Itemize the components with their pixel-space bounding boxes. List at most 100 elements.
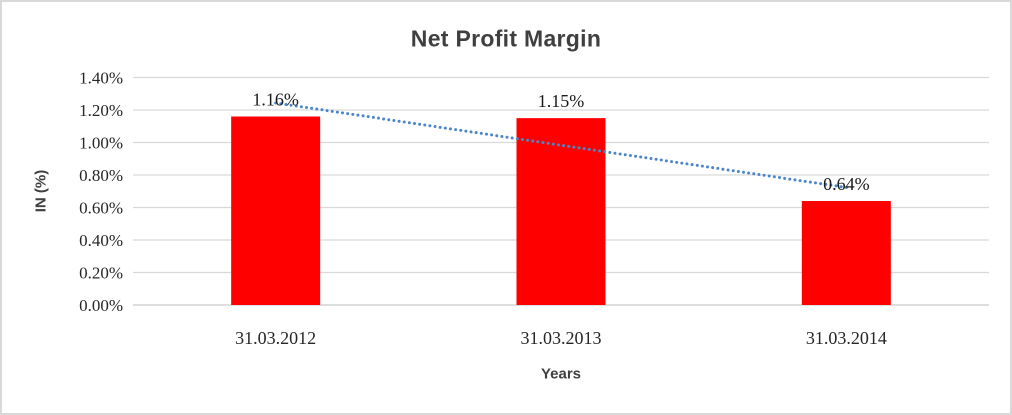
x-tick-label: 31.03.2014: [806, 328, 887, 348]
trendline-dot: [767, 174, 771, 178]
trendline-dot: [484, 132, 488, 136]
trendline-dot: [479, 131, 483, 135]
trendline-dot: [412, 122, 416, 126]
trendline-dot: [680, 161, 684, 165]
trendline-dot: [356, 113, 360, 117]
trendline-dot: [495, 134, 499, 138]
trendline-dot: [392, 118, 396, 122]
trendline-dot: [700, 164, 704, 168]
trendline-dot: [448, 127, 452, 131]
trendline-dot: [551, 142, 555, 146]
trendline-dot: [469, 130, 473, 134]
trendline-dot: [346, 112, 350, 116]
trendline-dot: [592, 148, 596, 152]
trendline-dot: [341, 111, 345, 115]
trendline-dot: [376, 116, 380, 120]
trendline-dot: [464, 129, 468, 133]
trendline-dot: [531, 139, 535, 143]
trendline-dot: [526, 138, 530, 142]
trendline-dot: [274, 101, 278, 105]
trendline-dot: [387, 118, 391, 122]
trendline-dot: [613, 151, 617, 155]
trendline-dot: [500, 134, 504, 138]
x-tick-label: 31.03.2012: [235, 328, 316, 348]
bar: [801, 201, 891, 305]
trendline-dot: [361, 114, 365, 118]
trendline-dot: [747, 171, 751, 175]
trendline-dot: [829, 183, 833, 187]
trendline-dot: [335, 110, 339, 114]
bar-data-label: 1.16%: [252, 90, 299, 110]
trendline-dot: [788, 177, 792, 181]
trendline-dot: [639, 155, 643, 159]
trendline-dot: [819, 182, 823, 186]
trendline-dot: [742, 170, 746, 174]
trendline-dot: [371, 115, 375, 119]
trendline-dot: [510, 136, 514, 140]
trendline-dot: [731, 169, 735, 173]
trendline-dot: [798, 179, 802, 183]
trendline-dot: [659, 158, 663, 162]
trendline-dot: [407, 121, 411, 125]
trendline-dot: [752, 172, 756, 176]
trendline-dot: [757, 173, 761, 177]
trendline-dot: [490, 133, 494, 137]
trendline-dot: [546, 141, 550, 145]
trendline-dot: [618, 152, 622, 156]
trendline-dot: [844, 185, 848, 189]
trendline-dot: [505, 135, 509, 139]
trendline-dot: [423, 123, 427, 127]
trendline-dot: [382, 117, 386, 121]
trendline-dot: [726, 168, 730, 172]
trendline-dot: [783, 176, 787, 180]
y-tick-label: 1.20%: [79, 101, 123, 120]
trendline-dot: [402, 120, 406, 124]
trendline-dot: [454, 128, 458, 132]
y-tick-label: 1.40%: [79, 69, 123, 88]
trendline-dot: [320, 108, 324, 112]
trendline-dot: [634, 154, 638, 158]
trendline-dot: [556, 143, 560, 147]
bar: [516, 118, 606, 305]
trendline-dot: [608, 150, 612, 154]
trendline-dot: [664, 159, 668, 163]
trendline-dot: [572, 145, 576, 149]
y-tick-label: 0.40%: [79, 231, 123, 250]
trendline-dot: [736, 169, 740, 173]
trendline: [274, 101, 848, 189]
trendline-dot: [459, 128, 463, 132]
trendline-dot: [366, 115, 370, 119]
trendline-dot: [418, 122, 422, 126]
trendline-dot: [515, 137, 519, 141]
trendline-dot: [603, 150, 607, 154]
trendline-dot: [628, 153, 632, 157]
trendline-dot: [839, 185, 843, 189]
trendline-dot: [325, 109, 329, 113]
trendline-dot: [330, 109, 334, 113]
trendline-dot: [443, 126, 447, 130]
trendline-dot: [670, 160, 674, 164]
trendline-dot: [474, 131, 478, 135]
trendline-dot: [305, 106, 309, 110]
trendline-dot: [315, 107, 319, 111]
y-tick-label: 0.60%: [79, 199, 123, 218]
trendline-dot: [644, 156, 648, 160]
trendline-dot: [562, 144, 566, 148]
trendline-dot: [428, 124, 432, 128]
trendline-dot: [623, 153, 627, 157]
trendline-dot: [310, 106, 314, 110]
trendline-dot: [808, 180, 812, 184]
trendline-dot: [397, 119, 401, 123]
trendline-dot: [654, 157, 658, 161]
trendline-dot: [711, 166, 715, 170]
trendline-dot: [721, 167, 725, 171]
trendline-dot: [834, 184, 838, 188]
chart-title: Net Profit Margin: [410, 25, 602, 52]
trendline-dot: [824, 182, 828, 186]
trendline-dot: [299, 105, 303, 109]
trendline-dot: [284, 102, 288, 106]
trendline-dot: [279, 102, 283, 106]
y-tick-label: 0.20%: [79, 264, 123, 283]
